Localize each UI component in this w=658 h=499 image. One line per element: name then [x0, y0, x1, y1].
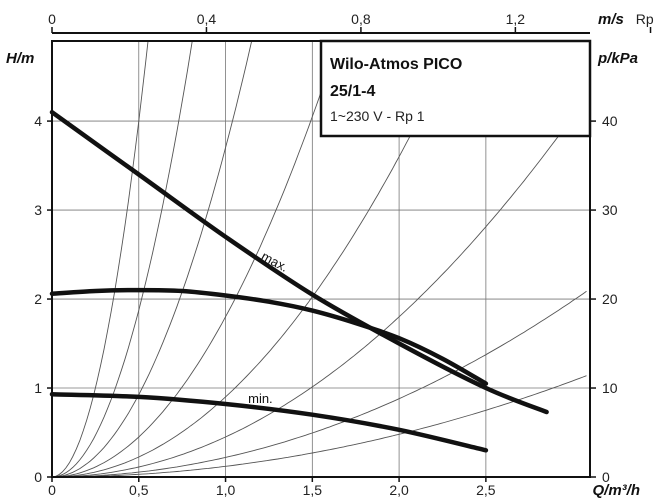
system-curve — [52, 375, 587, 477]
system-curve — [52, 96, 587, 477]
chart-title: Wilo-Atmos PICO — [330, 56, 462, 73]
top-tick-label: 1,2 — [506, 11, 526, 27]
system-curve — [52, 41, 253, 477]
x-tick-label: 0 — [48, 482, 56, 498]
system-curve — [52, 290, 587, 477]
top-axis-label: m/s — [598, 11, 624, 28]
x-tick-label: 1,0 — [216, 482, 236, 498]
system-curve — [52, 41, 149, 477]
top-tick-label: 0,4 — [197, 11, 217, 27]
top-tick-label: 0,8 — [351, 11, 371, 27]
title-box — [319, 39, 592, 138]
top-tick-label: 0 — [48, 11, 56, 27]
y-axis-label: H/m — [6, 50, 34, 67]
y2-tick-label: 10 — [602, 380, 618, 396]
chart-title-model: 25/1-4 — [330, 83, 375, 100]
max-pump-curve — [49, 109, 549, 415]
mid-pump-curve — [49, 287, 489, 386]
x-tick-label: 1,5 — [303, 482, 323, 498]
x-axis-label: Q/m³/h — [593, 482, 641, 499]
top-axis-rp-label: Rp 1 — [636, 11, 658, 27]
y-tick-label: 0 — [34, 469, 42, 485]
y-tick-label: 2 — [34, 291, 42, 307]
y2-tick-label: 0 — [602, 469, 610, 485]
y2-tick-label: 40 — [602, 113, 618, 129]
min-curve-label: min. — [248, 391, 273, 406]
y-tick-label: 1 — [34, 380, 42, 396]
x-tick-label: 2,5 — [476, 482, 496, 498]
chart-subtitle: 1~230 V - Rp 1 — [330, 108, 425, 124]
y-tick-label: 4 — [34, 113, 42, 129]
y-tick-label: 3 — [34, 202, 42, 218]
min-pump-curve — [49, 391, 489, 453]
system-curve — [52, 41, 193, 477]
series-layer — [49, 109, 549, 453]
y2-axis-label: p/kPa — [597, 50, 638, 67]
x-tick-label: 0,5 — [129, 482, 149, 498]
y2-tick-label: 30 — [602, 202, 618, 218]
y2-tick-label: 20 — [602, 291, 618, 307]
system-curve — [52, 41, 339, 477]
x-tick-label: 2,0 — [389, 482, 409, 498]
